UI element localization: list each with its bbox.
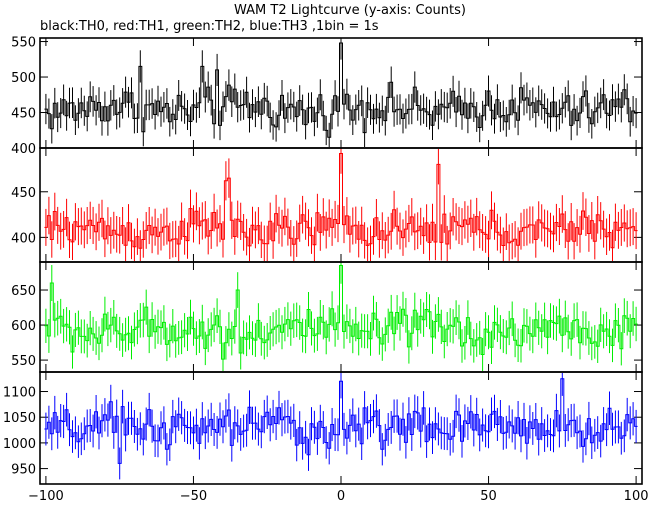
y-tick-label: 450	[11, 107, 36, 122]
y-tick-label: 1000	[3, 437, 36, 452]
chart-title: WAM T2 Lightcurve (y-axis: Counts)	[234, 3, 466, 18]
x-tick-label: 0	[337, 489, 345, 504]
y-tick-label: 500	[11, 71, 36, 86]
y-tick-label: 950	[11, 463, 36, 478]
y-tick-label: 450	[11, 186, 36, 201]
panel-th3: 950 1000 1050 1100	[3, 371, 643, 485]
panel-th1: 400 450	[11, 147, 643, 263]
x-tick-label: 100	[624, 489, 649, 504]
x-tick-label: −100	[28, 489, 64, 504]
y-tick-label: 400	[11, 142, 36, 157]
y-tick-label: 400	[11, 231, 36, 246]
x-tick-label: −50	[180, 489, 207, 504]
panel-th2: 550 600 650	[11, 261, 643, 373]
y-tick-label: 1050	[3, 411, 36, 426]
panels: 4004505005504004505506006509501000105011…	[3, 36, 649, 504]
y-tick-label: 600	[11, 319, 36, 334]
series-th3-errorbars	[45, 373, 637, 480]
y-tick-label: 550	[11, 36, 36, 51]
series-th1-errorbars	[45, 149, 637, 261]
series-th2-errorbars	[45, 263, 637, 371]
y-tick-label: 650	[11, 284, 36, 299]
series-th0-errorbars	[45, 39, 637, 147]
panel-th0: 400 450 500 550	[11, 36, 643, 157]
y-tick-label: 550	[11, 354, 36, 369]
y-tick-label: 1100	[3, 386, 36, 401]
chart-subtitle: black:TH0, red:TH1, green:TH2, blue:TH3 …	[40, 19, 379, 34]
x-tick-label: 50	[480, 489, 497, 504]
